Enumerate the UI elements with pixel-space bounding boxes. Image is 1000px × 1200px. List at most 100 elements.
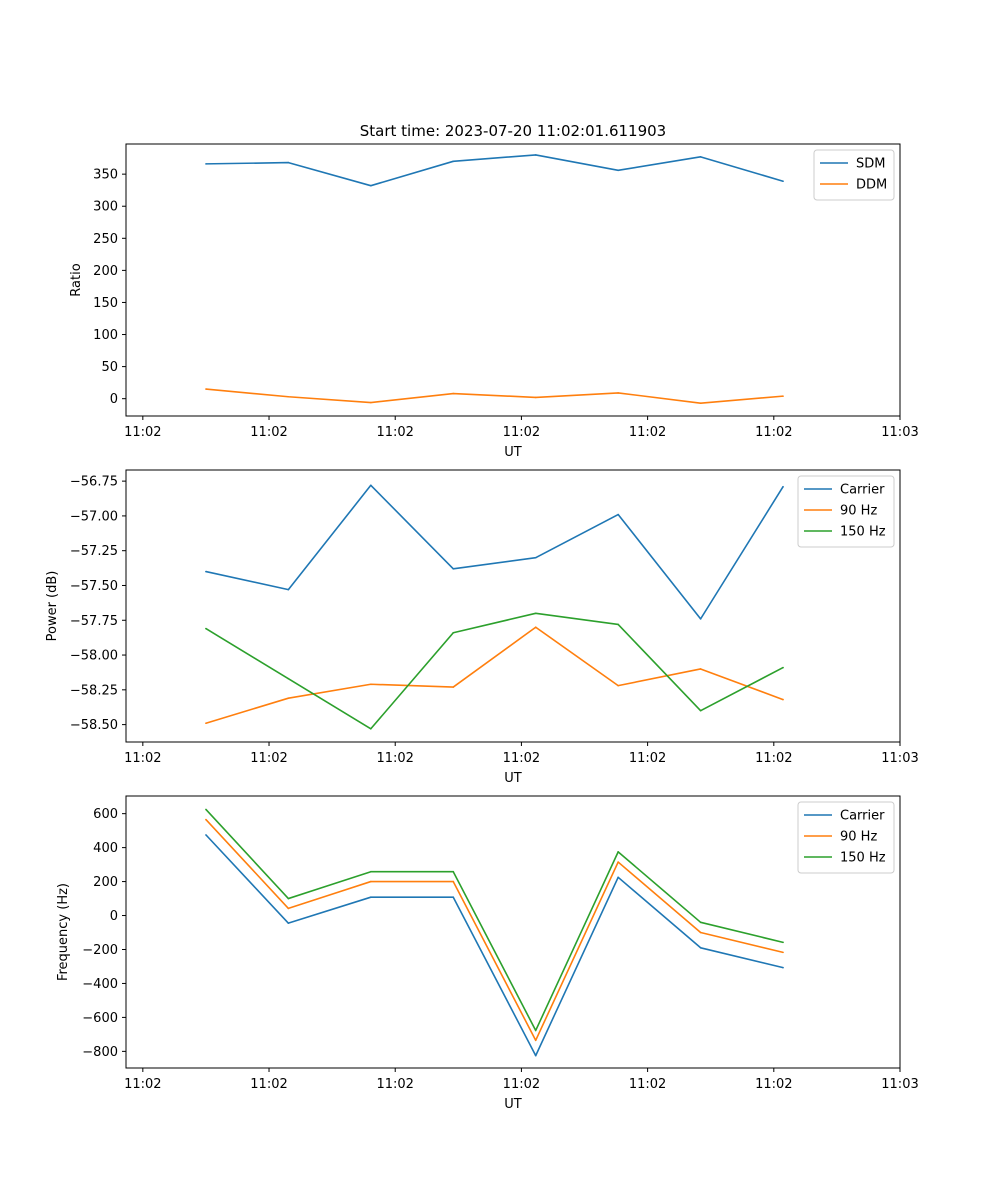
x-tick-label: 11:02: [124, 425, 161, 440]
x-tick-label: 11:02: [629, 425, 666, 440]
x-tick-label: 11:02: [629, 1077, 666, 1092]
y-tick-label: −58.00: [70, 649, 118, 664]
series-line-150-hz: [205, 612, 784, 730]
data-point: [534, 626, 537, 629]
data-point: [205, 570, 207, 573]
y-tick-label: 0: [110, 909, 118, 924]
legend-label: 90 Hz: [840, 830, 877, 845]
x-tick-label: 11:02: [376, 751, 413, 766]
y-tick-label: −400: [82, 977, 118, 992]
y-tick-label: 600: [93, 807, 118, 822]
y-tick-label: −58.25: [70, 683, 118, 698]
series-line-sdm: [205, 154, 784, 187]
legend-box: [797, 475, 895, 548]
series-line-150-hz: [205, 808, 784, 1032]
axes-frame: [125, 795, 901, 1069]
legend: SDM DDM: [813, 149, 895, 201]
data-point: [699, 931, 702, 934]
y-axis-label: Frequency (Hz): [56, 883, 71, 981]
legend-label: SDM: [856, 157, 885, 172]
data-point: [205, 627, 207, 630]
axes-frame: [125, 469, 901, 743]
y-axis-label: Ratio: [69, 263, 84, 296]
data-point: [699, 668, 702, 670]
x-tick-label: 11:02: [250, 751, 287, 766]
series-line-90-hz: [205, 626, 784, 724]
data-point: [782, 941, 784, 944]
x-tick-label: 11:03: [881, 751, 918, 766]
x-tick-label: 11:02: [503, 751, 540, 766]
data-point: [452, 160, 455, 163]
y-tick-label: −57.75: [70, 614, 118, 629]
data-point: [782, 966, 784, 969]
y-tick-label: 400: [93, 841, 118, 856]
data-point: [699, 156, 702, 158]
data-point: [287, 677, 290, 680]
data-point: [287, 907, 290, 910]
data-point: [205, 834, 207, 836]
x-tick-label: 11:02: [503, 425, 540, 440]
data-point: [370, 683, 372, 686]
x-axis-label: UT: [504, 1097, 522, 1112]
legend-label: 150 Hz: [840, 851, 886, 866]
data-point: [617, 623, 619, 626]
data-point: [699, 946, 702, 949]
legend-label: Carrier: [840, 483, 885, 498]
data-point: [370, 484, 372, 487]
y-tick-label: 300: [93, 200, 118, 215]
data-point: [782, 485, 784, 488]
data-point: [617, 392, 619, 394]
data-point: [452, 896, 455, 898]
data-point: [617, 861, 619, 863]
legend-label: Carrier: [840, 809, 885, 824]
legend-box: [797, 801, 895, 874]
x-tick-label: 11:03: [881, 425, 918, 440]
data-point: [699, 618, 702, 620]
y-tick-label: −57.00: [70, 509, 118, 524]
x-axis-label: UT: [504, 771, 522, 786]
data-point: [534, 556, 537, 559]
data-point: [205, 163, 207, 165]
data-point: [452, 392, 455, 395]
x-tick-label: 11:03: [881, 1077, 918, 1092]
y-tick-label: 250: [93, 232, 118, 247]
data-point: [287, 697, 290, 699]
data-point: [534, 612, 537, 615]
x-tick-label: 11:02: [755, 1077, 792, 1092]
data-point: [699, 402, 702, 404]
data-point: [287, 897, 290, 900]
x-tick-label: 11:02: [376, 1077, 413, 1092]
x-tick-label: 11:02: [629, 751, 666, 766]
x-tick-label: 11:02: [250, 1077, 287, 1092]
data-point: [782, 395, 784, 397]
chart-panel-ratio: 11:02 11:02 11:02 11:02 11:02 11:02 11:03 0 50 10…: [69, 143, 919, 460]
legend-label: DDM: [856, 178, 887, 193]
y-tick-label: 0: [110, 392, 118, 407]
x-tick-label: 11:02: [503, 1077, 540, 1092]
y-tick-label: 100: [93, 328, 118, 343]
y-tick-label: −57.25: [70, 544, 118, 559]
y-tick-label: −57.50: [70, 579, 118, 594]
y-axis-label: Power (dB): [45, 571, 60, 642]
legend: Carrier 90 Hz 150 Hz: [797, 801, 895, 874]
x-tick-label: 11:02: [124, 1077, 161, 1092]
data-point: [534, 1039, 537, 1042]
data-point: [287, 161, 290, 164]
x-axis-label: UT: [504, 445, 522, 460]
data-point: [782, 180, 784, 183]
y-tick-label: 150: [93, 296, 118, 311]
y-tick-label: −56.75: [70, 475, 118, 490]
data-point: [287, 395, 290, 398]
data-point: [452, 870, 455, 873]
series-line-ddm: [205, 388, 784, 404]
data-point: [699, 921, 702, 924]
axes-frame: [125, 143, 901, 417]
data-point: [782, 698, 784, 701]
x-tick-label: 11:02: [124, 751, 161, 766]
data-point: [287, 922, 290, 924]
y-tick-label: 200: [93, 264, 118, 279]
y-tick-label: −200: [82, 943, 118, 958]
data-point: [370, 896, 372, 898]
data-point: [205, 818, 207, 821]
